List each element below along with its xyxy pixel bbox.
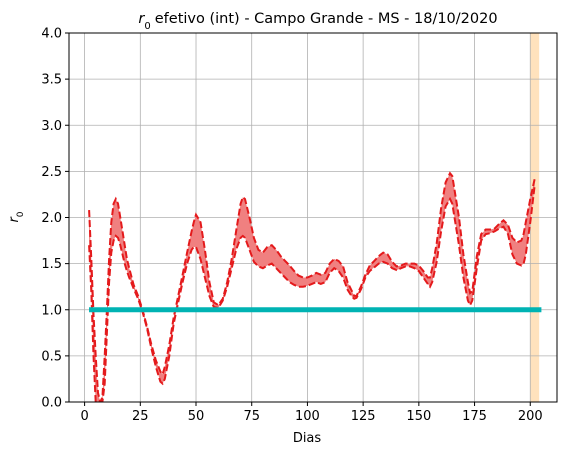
y-tick-label: 3.5 bbox=[41, 73, 62, 88]
y-tick-label: 2.0 bbox=[41, 211, 62, 226]
x-tick-label: 50 bbox=[188, 409, 205, 424]
x-axis-label: Dias bbox=[293, 431, 322, 446]
y-axis-label: r0 bbox=[7, 211, 26, 222]
plot-area: 0 25 50 75 100 125 150 175 200 0.0 0.5 1.0 1.5 2.0 2.5… bbox=[41, 27, 558, 424]
x-tick-label: 100 bbox=[295, 409, 320, 424]
y-tick-label: 1.0 bbox=[41, 303, 62, 318]
y-tick-label: 4.0 bbox=[41, 27, 62, 42]
x-tick-label: 125 bbox=[351, 409, 376, 424]
y-tick-label: 0.5 bbox=[41, 349, 62, 364]
y-tick-label: 3.0 bbox=[41, 119, 62, 134]
series-line-lower bbox=[88, 185, 536, 402]
x-tick-label: 0 bbox=[80, 409, 88, 424]
chart-title: r0 efetivo (int) - Campo Grande - MS - 18… bbox=[138, 11, 497, 32]
confidence-band bbox=[89, 173, 535, 402]
x-tick-label: 150 bbox=[406, 409, 431, 424]
x-tick-label: 25 bbox=[132, 409, 149, 424]
series-line-upper bbox=[88, 171, 536, 402]
svg-text:r0: r0 bbox=[7, 211, 26, 222]
x-tick-label: 175 bbox=[462, 409, 487, 424]
y-tick-label: 1.5 bbox=[41, 257, 62, 272]
x-tick-label: 200 bbox=[518, 409, 543, 424]
x-tick-label: 75 bbox=[243, 409, 260, 424]
y-tick-label: 0.0 bbox=[41, 396, 62, 411]
y-tick-label: 2.5 bbox=[41, 165, 62, 180]
